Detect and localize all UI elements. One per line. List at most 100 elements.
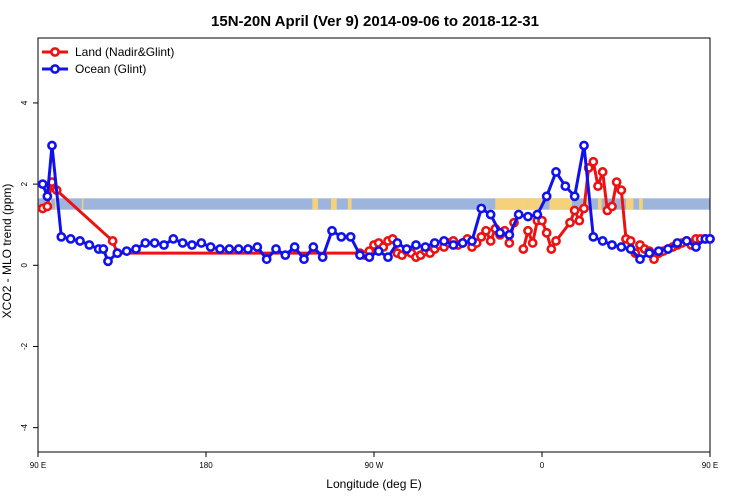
data-point bbox=[541, 227, 552, 238]
data-point bbox=[588, 231, 599, 242]
data-point bbox=[481, 225, 491, 236]
data-point bbox=[457, 238, 468, 248]
y-axis-label: XCO2 - MLO trend (ppm) bbox=[0, 184, 14, 319]
land-patch bbox=[626, 198, 634, 210]
data-point bbox=[308, 242, 319, 252]
data-point bbox=[420, 242, 431, 252]
legend-label: Land (Nadir&Glint) bbox=[75, 45, 174, 59]
data-point bbox=[271, 244, 281, 254]
data-point bbox=[159, 240, 169, 250]
data-point bbox=[205, 242, 216, 252]
data-point bbox=[42, 201, 53, 212]
data-point bbox=[187, 240, 197, 250]
x-tick-label: 90 E bbox=[702, 461, 718, 470]
data-point bbox=[565, 217, 575, 228]
data-point bbox=[551, 236, 561, 246]
data-point bbox=[84, 240, 95, 250]
series-ocean bbox=[37, 140, 715, 267]
data-point bbox=[523, 211, 533, 222]
data-point bbox=[625, 236, 636, 246]
data-point bbox=[121, 246, 132, 256]
data-point bbox=[177, 238, 188, 248]
x-axis-label: Longitude (deg E) bbox=[326, 477, 421, 491]
data-point bbox=[616, 185, 627, 196]
data-point bbox=[317, 252, 328, 263]
data-point bbox=[588, 156, 599, 167]
land-patch bbox=[527, 198, 542, 210]
data-point bbox=[107, 236, 118, 246]
data-point bbox=[131, 244, 141, 254]
data-point bbox=[597, 236, 608, 246]
data-point bbox=[355, 250, 365, 261]
y-tick-label: 4 bbox=[20, 100, 29, 105]
data-point bbox=[579, 203, 589, 214]
data-point bbox=[65, 234, 76, 244]
data-point bbox=[574, 215, 585, 226]
data-point bbox=[103, 256, 113, 267]
data-point bbox=[215, 244, 225, 254]
data-point bbox=[607, 201, 617, 212]
data-point bbox=[168, 234, 179, 244]
data-point bbox=[364, 252, 375, 263]
data-point bbox=[224, 244, 235, 254]
land-patch bbox=[495, 198, 528, 210]
data-point bbox=[527, 238, 538, 248]
data-point bbox=[252, 242, 263, 252]
data-point bbox=[373, 246, 384, 256]
data-point bbox=[56, 231, 67, 242]
data-point bbox=[546, 244, 557, 254]
land-patch bbox=[639, 198, 643, 210]
data-point bbox=[532, 209, 543, 220]
y-tick-label: -2 bbox=[20, 342, 29, 350]
data-point bbox=[569, 205, 580, 216]
data-point bbox=[149, 238, 160, 248]
data-point bbox=[607, 240, 617, 250]
land-patch bbox=[549, 198, 572, 210]
x-tick-label: 90 W bbox=[365, 461, 384, 470]
legend-marker bbox=[50, 64, 60, 74]
data-point bbox=[485, 236, 496, 246]
data-point bbox=[336, 231, 347, 242]
data-point bbox=[476, 203, 487, 214]
land-ocean-band bbox=[38, 198, 710, 210]
data-point bbox=[243, 244, 253, 254]
data-point bbox=[37, 179, 48, 190]
legend-label: Ocean (Glint) bbox=[75, 62, 146, 76]
data-point bbox=[476, 231, 487, 242]
data-point bbox=[429, 238, 440, 248]
land-patch bbox=[347, 198, 352, 210]
data-point bbox=[345, 231, 356, 242]
data-point bbox=[644, 248, 655, 259]
data-point bbox=[299, 254, 309, 265]
data-point bbox=[611, 177, 622, 187]
data-point bbox=[467, 236, 477, 246]
data-point bbox=[42, 191, 53, 202]
data-point bbox=[523, 225, 533, 236]
data-point bbox=[504, 238, 515, 248]
data-point bbox=[560, 181, 571, 192]
data-point bbox=[691, 242, 701, 252]
data-point bbox=[392, 238, 403, 248]
data-point bbox=[280, 250, 291, 261]
data-point bbox=[653, 246, 664, 256]
data-point bbox=[513, 209, 524, 220]
land-patch bbox=[331, 198, 337, 210]
data-point bbox=[485, 209, 496, 220]
axis-ticks: 90 E 180 90 W 0 90 E -4 -2 0 2 4 bbox=[20, 100, 718, 470]
data-point bbox=[663, 244, 673, 254]
data-point bbox=[672, 238, 683, 248]
data-point bbox=[112, 248, 123, 259]
data-point bbox=[597, 167, 608, 177]
data-point bbox=[140, 238, 151, 248]
data-point bbox=[593, 181, 603, 192]
legend: Land (Nadir&Glint) Ocean (Glint) bbox=[42, 45, 174, 76]
data-point bbox=[439, 236, 449, 246]
land-patch bbox=[81, 198, 84, 210]
land-patch bbox=[598, 198, 602, 210]
data-point bbox=[569, 191, 580, 202]
data-point bbox=[649, 254, 659, 265]
data-point bbox=[681, 236, 692, 246]
data-point bbox=[551, 167, 561, 177]
data-point bbox=[625, 244, 636, 254]
y-tick-label: -4 bbox=[20, 424, 29, 432]
